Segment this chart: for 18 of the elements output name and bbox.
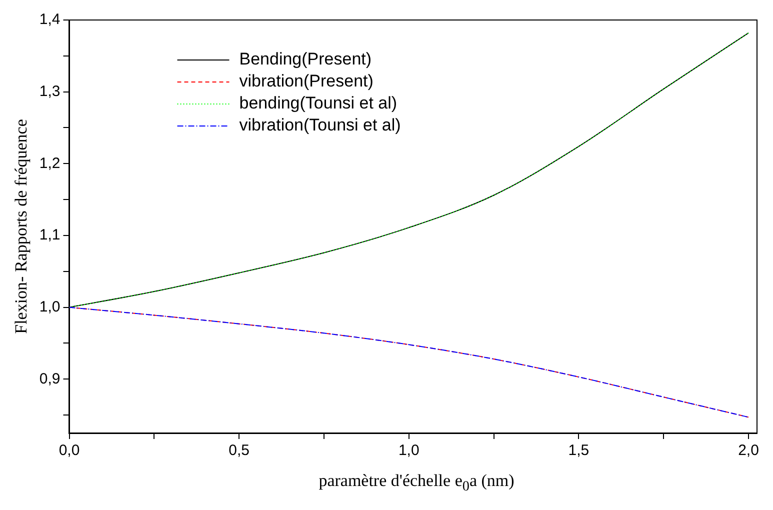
legend-label: Bending(Present)	[239, 50, 372, 69]
x-tick-label: 2,0	[738, 442, 759, 460]
x-tick-label: 0,0	[58, 442, 80, 460]
y-tick-label: 1,0	[39, 298, 60, 316]
y-tick-label: 1,1	[39, 226, 60, 244]
y-tick-label: 0,9	[39, 370, 60, 388]
y-tick-label: 1,3	[39, 82, 60, 100]
x-tick-label: 1,5	[568, 442, 590, 460]
legend-label: bending(Tounsi et al)	[239, 94, 398, 113]
x-tick-label: 0,5	[228, 442, 250, 460]
y-tick-label: 1,2	[39, 154, 60, 172]
line-series	[69, 306, 750, 418]
x-axis-title: paramètre d'échelle e$_{0}$a (nm)	[318, 471, 516, 496]
legend-label: vibration(Present)	[239, 72, 374, 91]
y-tick-label: 1,4	[39, 11, 60, 28]
legend-label: vibration(Tounsi et al)	[239, 116, 401, 135]
y-axis-title: Flexion- Rapports de fréquence	[12, 119, 31, 334]
x-tick-label: 1,0	[398, 442, 420, 460]
